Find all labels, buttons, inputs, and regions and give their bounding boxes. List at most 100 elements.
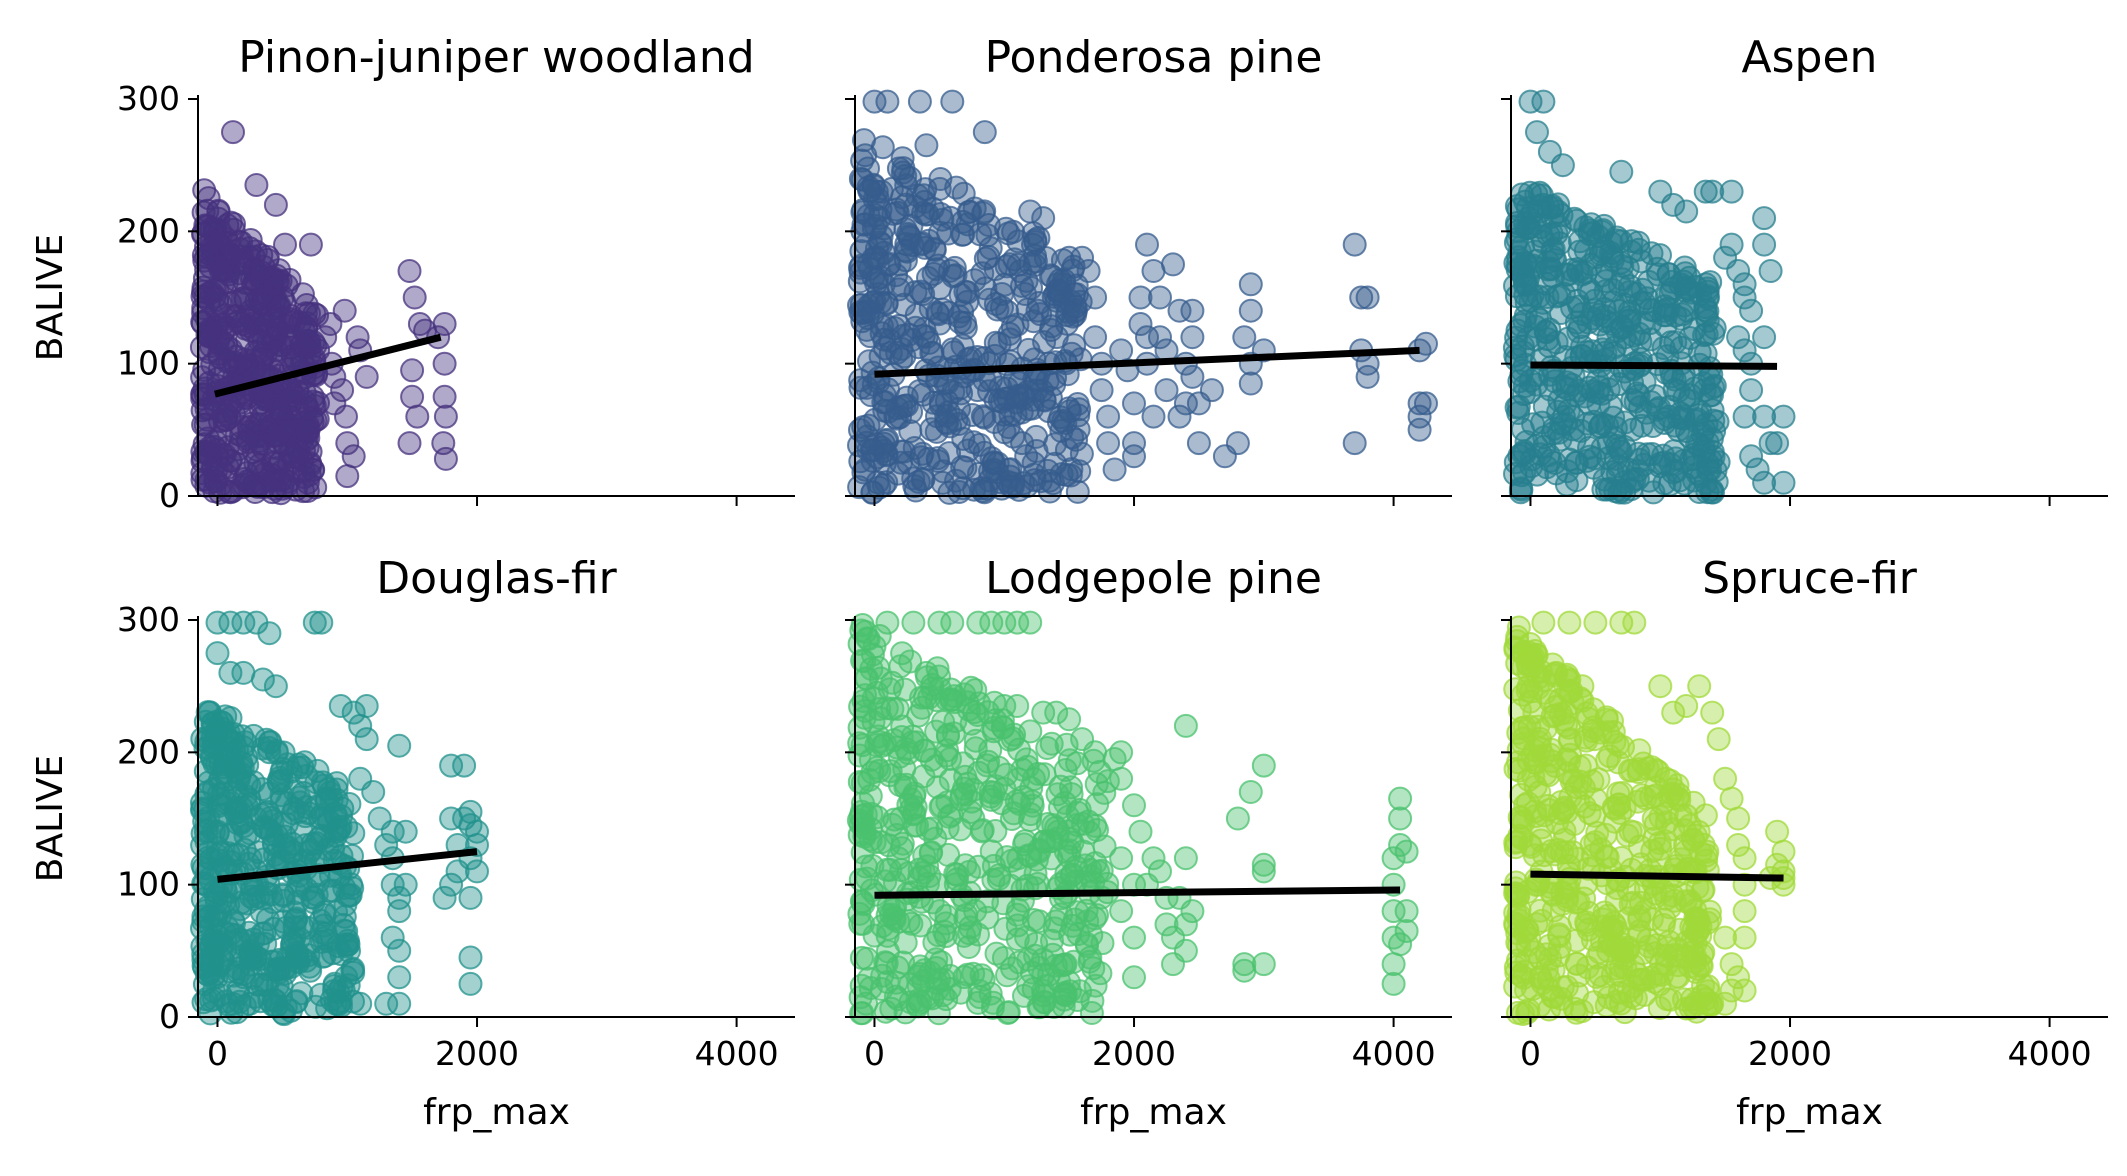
data-point — [308, 805, 333, 830]
data-point — [218, 880, 243, 904]
data-point — [1693, 470, 1718, 495]
data-point — [1044, 909, 1069, 934]
data-point — [1518, 647, 1543, 672]
data-point — [1582, 803, 1607, 828]
data-point — [321, 941, 345, 966]
data-point — [912, 958, 937, 983]
data-point — [328, 694, 353, 718]
data-point — [341, 444, 366, 469]
data-point — [875, 939, 900, 964]
data-point — [1639, 907, 1664, 932]
data-point — [912, 235, 937, 260]
data-point — [1014, 444, 1039, 469]
data-point — [1719, 786, 1744, 811]
data-point — [1590, 239, 1615, 264]
data-point — [1065, 812, 1090, 837]
data-point — [400, 358, 425, 383]
data-point — [998, 457, 1023, 482]
data-point — [260, 809, 285, 834]
data-point — [234, 461, 259, 486]
data-point — [297, 462, 322, 487]
data-point — [1520, 976, 1545, 1001]
data-point — [1622, 610, 1647, 635]
data-point — [1593, 340, 1618, 365]
data-point — [1565, 846, 1590, 871]
data-point — [976, 213, 1001, 237]
data-point — [205, 641, 230, 666]
data-point — [906, 703, 931, 728]
data-point — [1549, 986, 1574, 1011]
data-point — [952, 682, 977, 707]
data-point — [929, 793, 954, 818]
data-point — [908, 913, 933, 938]
data-point — [1513, 303, 1538, 328]
data-point — [1074, 898, 1099, 923]
data-point — [432, 885, 457, 910]
data-point — [452, 753, 477, 778]
data-point — [940, 89, 965, 114]
data-point — [458, 945, 483, 970]
data-point — [907, 866, 932, 890]
data-point — [1609, 159, 1634, 184]
data-point — [995, 1001, 1020, 1025]
x-tick-label: 0 — [1520, 1034, 1541, 1073]
data-point — [955, 290, 980, 314]
data-point — [1027, 839, 1052, 864]
data-point — [1148, 285, 1172, 310]
data-point — [1251, 859, 1276, 884]
data-point — [1531, 89, 1556, 114]
data-point — [1342, 431, 1367, 456]
data-point — [224, 268, 249, 293]
data-point — [1503, 273, 1527, 298]
data-point — [897, 224, 922, 248]
data-point — [910, 468, 935, 493]
data-point — [1238, 780, 1263, 804]
data-point — [1771, 470, 1796, 495]
data-point — [1083, 973, 1108, 998]
data-point — [257, 621, 282, 646]
data-point — [1407, 417, 1432, 442]
data-point — [1567, 963, 1591, 988]
data-point — [334, 919, 359, 944]
data-point — [862, 203, 887, 227]
data-point — [1531, 610, 1556, 635]
data-point — [997, 321, 1022, 346]
data-point — [1225, 806, 1250, 831]
scatter-points-1 — [189, 120, 458, 506]
data-point — [1031, 947, 1056, 972]
data-point — [458, 971, 483, 996]
data-point — [267, 765, 292, 790]
data-point — [206, 206, 231, 231]
data-point — [1509, 782, 1533, 807]
data-point — [1056, 396, 1081, 421]
data-point — [1096, 431, 1121, 456]
data-point — [1758, 259, 1783, 283]
data-point — [991, 402, 1016, 427]
data-point — [296, 417, 321, 442]
data-point — [875, 89, 900, 114]
data-point — [1726, 806, 1751, 831]
data-point — [1552, 795, 1577, 820]
data-point — [214, 790, 239, 815]
data-point — [1148, 859, 1172, 884]
data-point — [950, 333, 975, 358]
data-point — [222, 911, 246, 936]
data-point — [870, 963, 895, 988]
data-point — [1687, 674, 1712, 699]
y-tick-label: 200 — [117, 732, 180, 771]
facet-panel-1: Pinon-juniper woodland 0 100 200 300 BALIVE — [30, 32, 795, 515]
data-point — [1752, 325, 1777, 350]
data-point — [848, 694, 873, 719]
data-point — [917, 330, 942, 355]
data-point — [914, 133, 939, 158]
data-point — [1514, 949, 1539, 974]
data-point — [1568, 769, 1593, 794]
data-point — [954, 902, 979, 927]
data-point — [1122, 391, 1146, 416]
data-point — [1517, 926, 1542, 951]
data-point — [1583, 830, 1608, 855]
data-point — [1555, 459, 1580, 484]
data-point — [938, 767, 963, 792]
data-point — [432, 351, 457, 376]
data-point — [1672, 255, 1697, 280]
